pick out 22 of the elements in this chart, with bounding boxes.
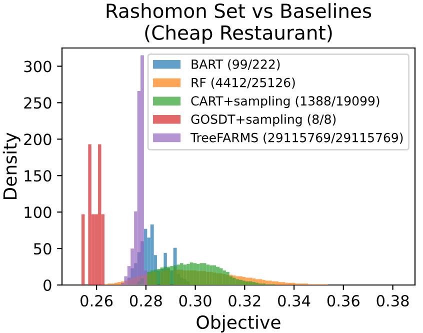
y-tick-label: 150 [24, 170, 52, 182]
x-tick-label: 0.28 [130, 294, 162, 307]
y-tick-label: 0 [44, 279, 52, 292]
x-axis-title: Objective [196, 315, 280, 333]
legend-label: CART+sampling (1388/19099) [191, 96, 380, 108]
legend-label: BART (99/222) [192, 59, 280, 70]
x-tick-label: 0.38 [376, 294, 409, 307]
x-tick-label: 0.34 [278, 294, 310, 307]
y-axis-title: Density [2, 132, 20, 200]
legend-label: TreeFARMS (29115769/29115769) [190, 132, 403, 144]
x-tick-label: 0.32 [228, 294, 260, 307]
x-tick-label: 0.30 [179, 294, 212, 307]
x-tick-label: 0.26 [80, 294, 113, 307]
y-tick-label: 50 [34, 243, 52, 255]
y-tick-label: 100 [24, 206, 52, 218]
legend-label: GOSDT+sampling (8/8) [191, 114, 336, 126]
legend-label: RF (4412/25126) [192, 78, 295, 89]
chart-title: Rashomon Set vs Baselines (Cheap Restaurant) [106, 3, 372, 44]
y-tick-label: 300 [24, 60, 52, 72]
y-tick-label: 250 [24, 97, 52, 109]
y-tick-label: 200 [24, 134, 52, 146]
x-tick-label: 0.36 [327, 294, 360, 307]
